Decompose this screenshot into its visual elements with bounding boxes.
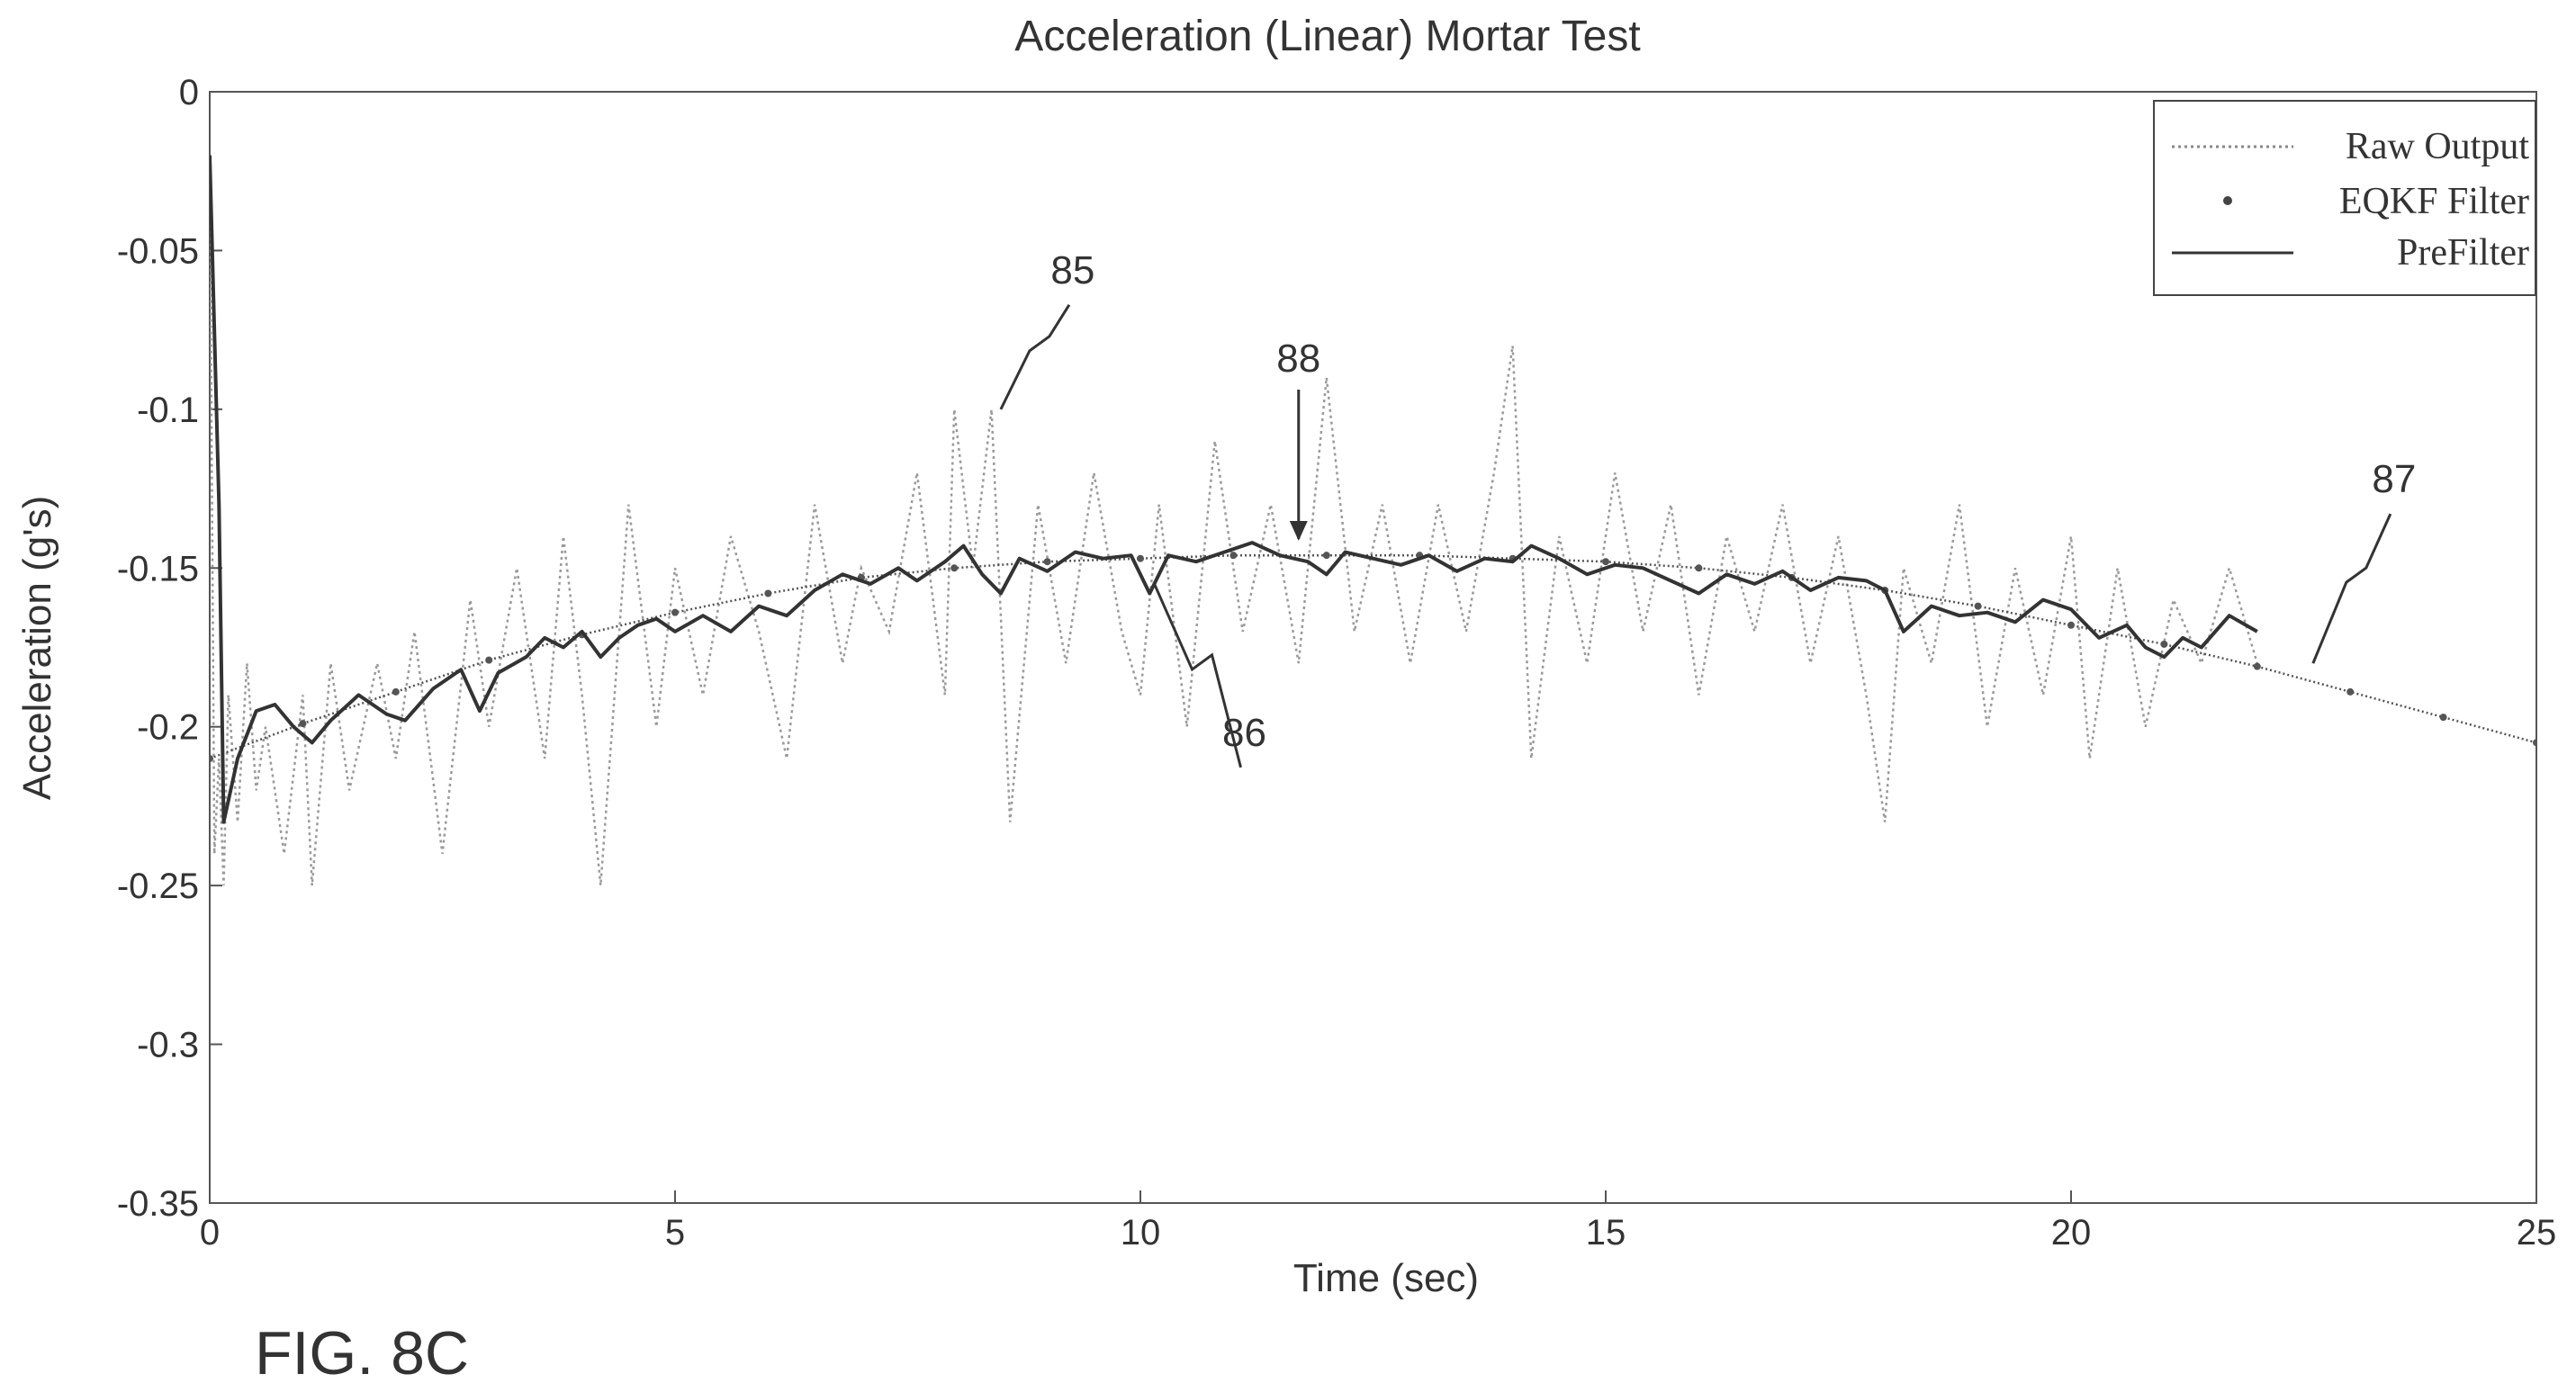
y-axis: 0 -0.05 -0.1 -0.15 -0.2 -0.25 -0.3 -0.35 [117, 73, 222, 1224]
annotation-label: 88 [1276, 337, 1320, 381]
y-tick-label: -0.25 [117, 867, 199, 906]
y-tick-label: 0 [179, 73, 199, 112]
x-tick-label: 0 [200, 1213, 220, 1253]
series-line-raw-output [210, 155, 2258, 886]
y-tick-label: -0.35 [117, 1184, 199, 1224]
legend-label-eqkf-filter: EQKF Filter [2339, 181, 2529, 222]
annotation-leader [1153, 583, 1242, 768]
data-point-eqkf-filter [764, 589, 772, 597]
x-axis-label: Time (sec) [1293, 1256, 1479, 1300]
annotation-label: 87 [2372, 457, 2416, 501]
data-point-eqkf-filter [1695, 564, 1703, 572]
annotation-88: 88 [1276, 337, 1320, 542]
series-layer [210, 155, 2536, 886]
x-tick-label: 20 [2051, 1213, 2092, 1253]
data-point-eqkf-filter [2253, 662, 2261, 670]
data-point-eqkf-filter [671, 608, 679, 616]
data-point-eqkf-filter [1043, 558, 1051, 566]
data-point-eqkf-filter [1602, 558, 1609, 566]
x-tick-label: 10 [1121, 1213, 1161, 1253]
series-raw-output [210, 155, 2258, 886]
y-tick-label: -0.3 [137, 1026, 199, 1065]
series-eqkf-filter [210, 552, 2536, 762]
annotation-arrowhead [1289, 521, 1308, 542]
data-point-eqkf-filter [950, 564, 959, 572]
chart-title: Acceleration (Linear) Mortar Test [1014, 13, 1640, 60]
plot-area [209, 91, 2537, 1204]
data-point-eqkf-filter [1229, 552, 1238, 560]
x-tick-label: 25 [2517, 1213, 2557, 1253]
y-tick-label: -0.05 [117, 231, 199, 271]
data-point-eqkf-filter [210, 755, 213, 762]
legend-swatch-eqkf-filter [2223, 196, 2232, 205]
data-point-eqkf-filter [2439, 714, 2447, 722]
annotation-label: 85 [1050, 248, 1094, 292]
annotation-layer: 85 88 86 87 [999, 248, 2416, 768]
data-point-eqkf-filter [1974, 602, 1982, 610]
data-point-eqkf-filter [2533, 739, 2536, 747]
series-prefilter [210, 155, 2258, 824]
data-point-eqkf-filter [2346, 687, 2355, 696]
series-line-eqkf-filter [210, 553, 2536, 760]
legend-box [2153, 100, 2536, 296]
legend-label-prefilter: PreFilter [2397, 232, 2529, 274]
data-point-eqkf-filter [299, 720, 307, 728]
x-tick-label: 15 [1586, 1213, 1626, 1253]
y-axis-label: Acceleration (g's) [15, 496, 59, 801]
data-point-eqkf-filter [2067, 621, 2075, 629]
figure-label: FIG. 8C [255, 1319, 469, 1388]
data-point-eqkf-filter [2160, 640, 2168, 648]
annotation-leader [999, 304, 1071, 410]
annotation-leader [2311, 513, 2392, 664]
x-axis: 0 5 10 15 20 25 [200, 1190, 2556, 1253]
annotation-87: 87 [2311, 457, 2416, 664]
data-point-eqkf-filter [1137, 554, 1144, 562]
series-line-prefilter [210, 155, 2258, 824]
data-point-eqkf-filter [1322, 552, 1330, 560]
y-tick-label: -0.2 [137, 708, 199, 748]
data-point-eqkf-filter [392, 687, 400, 696]
data-point-eqkf-filter [485, 656, 493, 664]
annotation-85: 85 [999, 248, 1094, 410]
x-tick-label: 5 [665, 1213, 685, 1253]
y-tick-label: -0.1 [137, 391, 199, 430]
y-tick-label: -0.15 [117, 549, 199, 588]
legend: Raw Output EQKF Filter PreFilter [2153, 100, 2536, 296]
annotation-86: 86 [1153, 583, 1266, 768]
annotation-label: 86 [1222, 711, 1266, 755]
legend-label-raw-output: Raw Output [2346, 126, 2529, 167]
